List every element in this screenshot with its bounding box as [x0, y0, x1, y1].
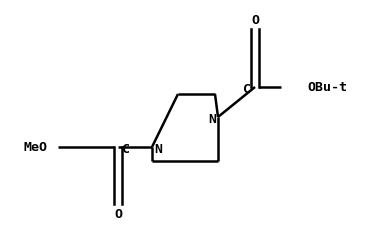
- Text: N: N: [208, 113, 216, 126]
- Text: O: O: [114, 208, 122, 220]
- Text: C: C: [243, 83, 251, 96]
- Text: MeO: MeO: [23, 141, 47, 154]
- Text: N: N: [154, 143, 162, 156]
- Text: O: O: [251, 14, 259, 26]
- Text: C: C: [122, 143, 130, 156]
- Text: OBu-t: OBu-t: [307, 81, 347, 94]
